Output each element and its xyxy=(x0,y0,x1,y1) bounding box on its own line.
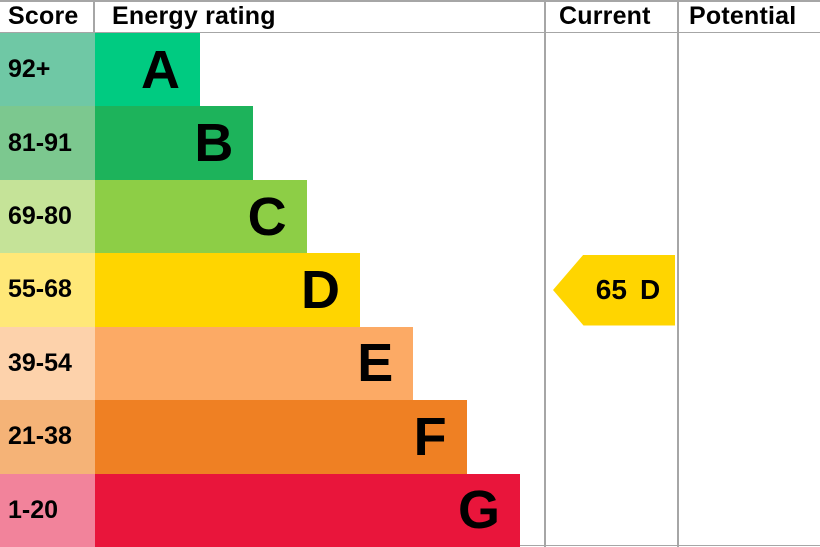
band-row: 69-80 C xyxy=(0,179,820,254)
bands-area: 92+ A 81-91 B 69-80 C 55-68 xyxy=(0,33,820,547)
band-score-cell: 69-80 xyxy=(0,179,95,254)
band-bar: E xyxy=(95,326,414,401)
band-score-cell: 92+ xyxy=(0,33,95,107)
band-letter: A xyxy=(141,39,180,100)
band-row: 55-68 D xyxy=(0,253,820,327)
band-row: 39-54 E xyxy=(0,326,820,401)
band-score-cell: 81-91 xyxy=(0,106,95,180)
band-letter: G xyxy=(457,480,500,541)
header-row: Score Energy rating Current Potential xyxy=(0,0,820,33)
band-letter: C xyxy=(247,186,287,247)
band-row: 1-20 G xyxy=(0,473,820,547)
band-score-range: 39-54 xyxy=(8,348,72,377)
band-bar: G xyxy=(95,473,520,547)
top-border-line xyxy=(0,0,820,2)
band-score-cell: 21-38 xyxy=(0,400,95,474)
header-potential: Potential xyxy=(689,2,797,30)
band-row: 21-38 F xyxy=(0,400,820,474)
band-bar: D xyxy=(95,253,360,327)
band-bar: A xyxy=(95,33,200,107)
potential-column-divider xyxy=(677,0,679,547)
band-row: 92+ A xyxy=(0,33,820,107)
band-score-cell: 55-68 xyxy=(0,253,95,327)
band-letter: D xyxy=(300,259,340,320)
current-rating-band: D xyxy=(639,274,661,305)
score-column-divider xyxy=(93,0,95,33)
band-letter: F xyxy=(413,406,447,467)
band-score-range: 55-68 xyxy=(8,275,72,304)
band-score-range: 92+ xyxy=(8,55,51,84)
header-divider-line xyxy=(0,31,820,33)
band-score-range: 69-80 xyxy=(8,202,72,231)
current-rating-value: 65 xyxy=(595,274,627,305)
band-bar: B xyxy=(95,106,254,180)
header-current: Current xyxy=(559,2,651,30)
band-letter: B xyxy=(194,113,234,174)
band-letter: E xyxy=(357,333,394,394)
band-score-range: 1-20 xyxy=(8,495,59,524)
current-column-divider xyxy=(544,0,546,547)
band-bar: F xyxy=(95,400,467,474)
band-score-cell: 39-54 xyxy=(0,326,95,401)
band-bar: C xyxy=(95,179,307,254)
band-score-range: 81-91 xyxy=(8,128,72,157)
band-score-range: 21-38 xyxy=(8,422,72,451)
band-row: 81-91 B xyxy=(0,106,820,180)
band-score-cell: 1-20 xyxy=(0,473,95,547)
header-energy-rating: Energy rating xyxy=(112,2,276,30)
header-score: Score xyxy=(8,2,79,30)
